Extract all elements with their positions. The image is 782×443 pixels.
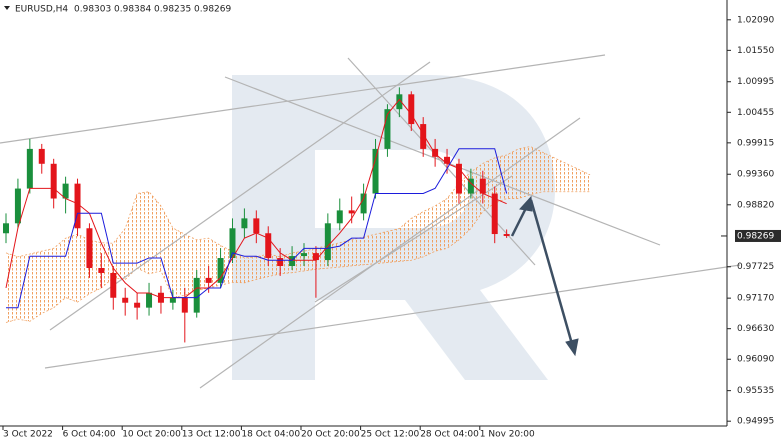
candle-body <box>336 210 343 224</box>
candle-body <box>372 148 379 194</box>
plot <box>3 87 510 343</box>
candle-body <box>253 218 260 234</box>
candle-body <box>146 292 153 308</box>
y-tick-label: 0.97170 <box>737 294 774 304</box>
bar-close: 0.98269 <box>194 5 231 15</box>
x-tick-label: 1 Nov 20:00 <box>480 430 535 440</box>
candle-body <box>122 297 129 303</box>
candle-body <box>432 148 439 157</box>
candle-body <box>408 94 415 125</box>
candle-body <box>301 253 307 257</box>
candle-body <box>384 109 391 149</box>
header: EURUSD,H4 0.98303 0.98384 0.98235 0.9826… <box>4 5 231 15</box>
y-tick-label: 0.96630 <box>737 324 774 334</box>
candle-body <box>74 183 81 229</box>
candle-body <box>396 94 403 110</box>
y-tick-label: 0.96090 <box>737 355 774 365</box>
candle-body <box>50 163 57 199</box>
arrow-down <box>529 199 574 345</box>
candle-body <box>289 256 296 267</box>
candle-body <box>38 148 45 164</box>
candle-body <box>26 148 33 189</box>
candle-body <box>360 193 367 214</box>
x-tick-label: 3 Oct 2022 <box>3 430 53 440</box>
candle-body <box>110 272 117 298</box>
candle-body <box>62 183 69 199</box>
candle-body <box>14 188 21 224</box>
x-tick-label: 13 Oct 12:00 <box>182 430 241 440</box>
y-tick-label: 1.00995 <box>737 77 774 87</box>
current-price-label: 0.98269 <box>737 231 774 241</box>
y-tick-label: 1.01550 <box>737 46 774 56</box>
cloud-upper <box>5 146 591 259</box>
candle-body <box>98 267 105 273</box>
candle-body <box>169 297 176 303</box>
trend-line <box>44 264 741 369</box>
y-tick-label: 0.99360 <box>737 170 774 180</box>
bar-low: 0.98235 <box>154 5 191 15</box>
candle-body <box>491 193 498 235</box>
y-tick-label: 0.95535 <box>737 386 774 396</box>
candle-body <box>181 297 188 313</box>
candle-body <box>420 124 427 149</box>
trend-line <box>199 117 581 389</box>
candle-body <box>205 277 212 283</box>
candle-body <box>479 178 486 194</box>
indicator-line <box>6 148 508 309</box>
arrow-head <box>565 338 579 357</box>
forecast-arrow <box>510 195 579 357</box>
candle-body <box>3 223 9 234</box>
symbol-title: EURUSD,H4 <box>15 5 68 15</box>
y-tick-label: 1.00455 <box>737 108 774 118</box>
trend-line <box>0 54 606 144</box>
candle-body <box>348 210 355 214</box>
candle-body <box>444 156 451 164</box>
candle-body <box>265 233 272 259</box>
candle-body <box>217 258 224 283</box>
bar-open: 0.98303 <box>74 5 111 15</box>
candle-body <box>241 218 248 229</box>
trend-line <box>224 76 661 246</box>
candle-body <box>455 163 462 194</box>
y-tick-label: 0.98820 <box>737 200 774 210</box>
candle-body <box>312 253 319 261</box>
trend-line <box>347 57 536 266</box>
x-tick-label: 10 Oct 20:00 <box>122 430 181 440</box>
candle-body <box>277 258 284 267</box>
cloud-fill <box>6 146 591 323</box>
candle-body <box>467 178 474 194</box>
trend-line <box>314 175 513 303</box>
x-tick-label: 20 Oct 20:00 <box>301 430 360 440</box>
x-tick-label: 6 Oct 04:00 <box>63 430 116 440</box>
y-tick-label: 0.97725 <box>737 262 774 272</box>
bar-high: 0.98384 <box>114 5 151 15</box>
candle-body <box>193 277 200 313</box>
header-menu-icon[interactable] <box>4 6 10 10</box>
cloud-layer <box>5 146 591 323</box>
x-tick-label: 25 Oct 12:00 <box>361 430 420 440</box>
candle-body <box>324 223 331 261</box>
arrow-up <box>510 205 529 237</box>
x-tick-label: 18 Oct 04:00 <box>241 430 300 440</box>
x-tick-label: 28 Oct 04:00 <box>420 430 479 440</box>
trend-lines <box>0 54 741 389</box>
candle-body <box>503 234 510 236</box>
y-tick-label: 1.02090 <box>737 15 774 25</box>
current-price-box <box>735 229 781 242</box>
candle-body <box>134 302 141 308</box>
y-tick-label: 0.94995 <box>737 417 774 427</box>
candle-body <box>86 228 93 268</box>
watermark <box>232 75 555 380</box>
candle-body <box>229 228 236 259</box>
y-tick-label: 0.99915 <box>737 138 774 148</box>
